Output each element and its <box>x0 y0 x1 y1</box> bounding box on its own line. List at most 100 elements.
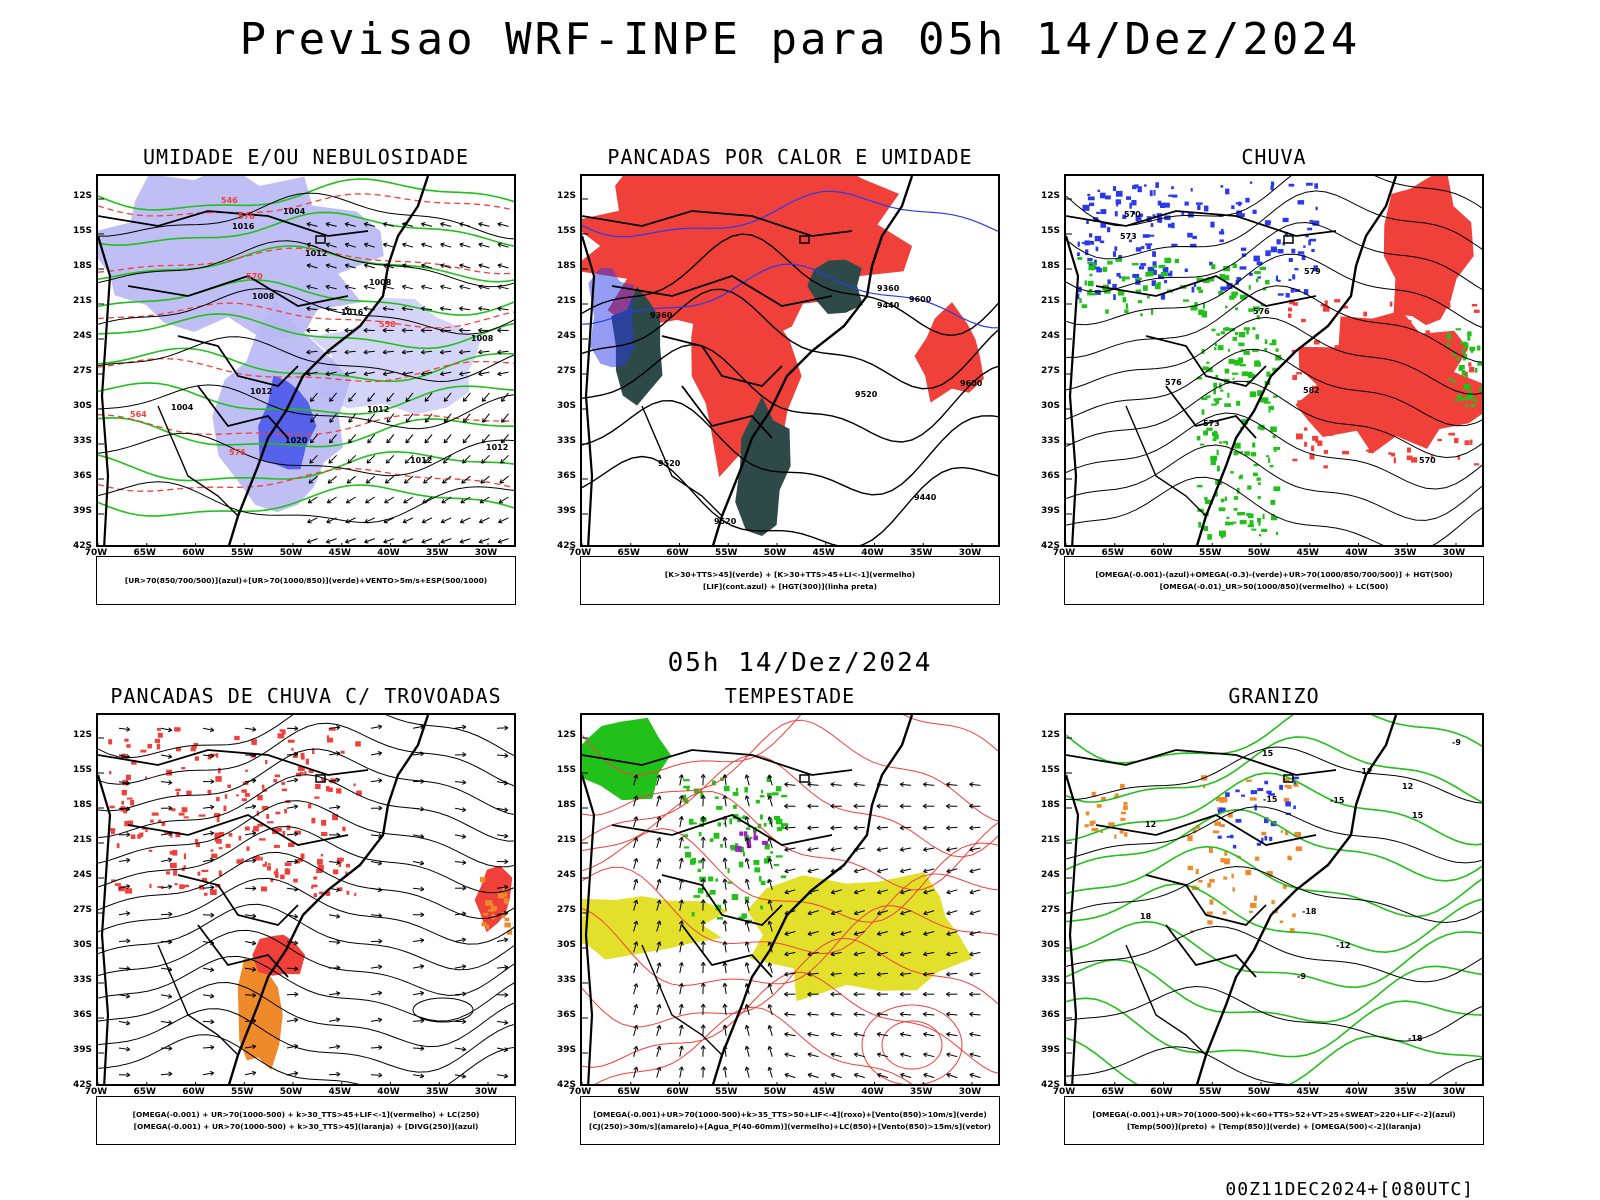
longitude-label: 30W <box>1442 1087 1466 1097</box>
coastline-borders <box>98 715 430 1084</box>
jet-yellow-area <box>747 872 973 1002</box>
contour-value-label: 9360 <box>877 284 900 293</box>
panel-title: CHUVA <box>1241 145 1307 169</box>
longitude-label: 70W <box>1052 1087 1076 1097</box>
isobar-contour <box>98 288 514 335</box>
latitude-label: 24S <box>1040 870 1060 880</box>
latitude-label: 30S <box>72 401 92 411</box>
legend-box: [UR>70(850/700/500)](azul)+[UR>70(1000/8… <box>96 556 516 605</box>
contour-value-label: 576 <box>1253 307 1270 316</box>
hgt500-contour <box>1066 348 1482 427</box>
thunderstorm-red-area <box>252 934 306 976</box>
omega500-orange-area <box>1084 783 1128 839</box>
latitude-label: 18S <box>556 800 576 810</box>
latitude-label: 15S <box>556 226 576 236</box>
precip-water-contour <box>582 971 998 1074</box>
longitude-label: 35W <box>910 1087 933 1097</box>
longitude-label: 35W <box>1394 548 1417 558</box>
humidity-low-contour <box>98 313 514 350</box>
streamline-250 <box>98 851 514 919</box>
latitude-label: 12S <box>72 191 92 201</box>
contour-value-label: 1020 <box>285 436 308 445</box>
latitude-label: 30S <box>1040 940 1060 950</box>
longitude-label: 55W <box>231 548 254 558</box>
streamline-250 <box>98 1008 514 1073</box>
contour-value-label: 1004 <box>171 403 194 412</box>
humidity-low-contour <box>98 416 514 448</box>
contour-value-label: 579 <box>1304 267 1321 276</box>
temp850-contour <box>1066 736 1482 803</box>
contour-value-label: 9520 <box>855 390 878 399</box>
streamline-250 <box>98 981 514 1048</box>
isobar-contour <box>98 481 514 524</box>
temp850-contour <box>1066 808 1482 882</box>
longitude-label: 35W <box>426 548 449 558</box>
contour-value-label: -15 <box>1263 795 1278 804</box>
wind850-vector <box>633 774 981 1079</box>
legend-line: [OMEGA(-0.01)_UR>50(1000/850)(vermelho) … <box>1159 581 1389 591</box>
longitude-label: 45W <box>328 548 351 558</box>
contour-value-label: 9520 <box>714 517 737 526</box>
streamline-250 <box>98 722 514 787</box>
humidity-low-contour <box>98 279 514 316</box>
latitude-label: 33S <box>72 436 92 446</box>
contour-value-label: 576 <box>238 212 255 221</box>
isobar-contour <box>98 384 514 430</box>
latitude-label: 36S <box>1040 471 1060 481</box>
map-panel: 9600 9600 9520 9520 9520 9440 9440 9360 9360 <box>580 174 1000 547</box>
temp850-contour <box>1066 1035 1482 1084</box>
latitude-label: 27S <box>1040 905 1060 915</box>
longitude-label: 40W <box>377 1087 400 1097</box>
latitude-label: 36S <box>1040 1010 1060 1020</box>
longitude-label: 55W <box>1199 1087 1222 1097</box>
temp850-contour <box>1066 715 1482 764</box>
latitude-label: 21S <box>1040 296 1060 306</box>
precip-water-contour <box>582 754 998 858</box>
latitude-label: 39S <box>72 1045 92 1055</box>
circulation-center <box>412 997 474 1023</box>
coastline-borders <box>1066 176 1398 545</box>
latitude-label: 24S <box>556 331 576 341</box>
temp500-contour <box>1066 865 1482 924</box>
contour-value-label: 15 <box>1412 811 1424 820</box>
wind850-green-area <box>582 717 671 801</box>
humidity-low-contour <box>98 484 514 517</box>
run-stamp: 00Z11DEC2024+[080UTC] <box>1225 1179 1474 1200</box>
longitude-label: 65W <box>133 548 156 558</box>
panel-title: GRANIZO <box>1228 684 1320 708</box>
temp500-contour <box>1066 925 1482 983</box>
contour-value-label: 1012 <box>410 456 432 465</box>
temp850-contour <box>1066 883 1482 954</box>
latitude-label: 33S <box>556 975 576 985</box>
latitude-label: 33S <box>556 436 576 446</box>
longitude-label: 30W <box>474 548 498 558</box>
latitude-label: 21S <box>72 296 92 306</box>
contour-value-label: 1012 <box>250 387 272 396</box>
latitude-label: 21S <box>556 835 576 845</box>
latitude-label: 33S <box>1040 975 1060 985</box>
axis-ticks <box>98 737 489 1084</box>
map-panel: -9 -9 -12 -12 -15 -15 -18 -18 12 12 15 15 18 <box>1064 713 1484 1086</box>
map-panel <box>580 713 1000 1086</box>
longitude-label: 50W <box>763 1087 787 1097</box>
longitude-label: 40W <box>377 548 400 558</box>
latitude-label: 21S <box>1040 835 1060 845</box>
longitude-label: 65W <box>617 1087 640 1097</box>
legend-line: [Temp(500)](preto) + [Temp(850)](verde) … <box>1126 1121 1422 1131</box>
axis-ticks <box>1066 198 1457 545</box>
axis-ticks <box>582 198 973 545</box>
legend-line: [OMEGA(-0.001)-(azul)+OMEGA(-0.3)-(verde… <box>1095 569 1453 579</box>
contour-value-label: 9360 <box>650 311 673 320</box>
thickness-contour <box>98 358 514 383</box>
latitude-label: 39S <box>556 506 576 516</box>
latitude-label: 39S <box>72 506 92 516</box>
latitude-label: 21S <box>72 835 92 845</box>
latitude-label: 15S <box>72 226 92 236</box>
humidity-low-contour <box>98 211 514 247</box>
longitude-label: 30W <box>958 1087 982 1097</box>
latitude-label: 36S <box>556 471 576 481</box>
streamline-250 <box>98 748 514 816</box>
streamline-250 <box>98 715 514 759</box>
axis-ticks <box>98 198 489 545</box>
omega-green-area <box>1446 328 1482 408</box>
